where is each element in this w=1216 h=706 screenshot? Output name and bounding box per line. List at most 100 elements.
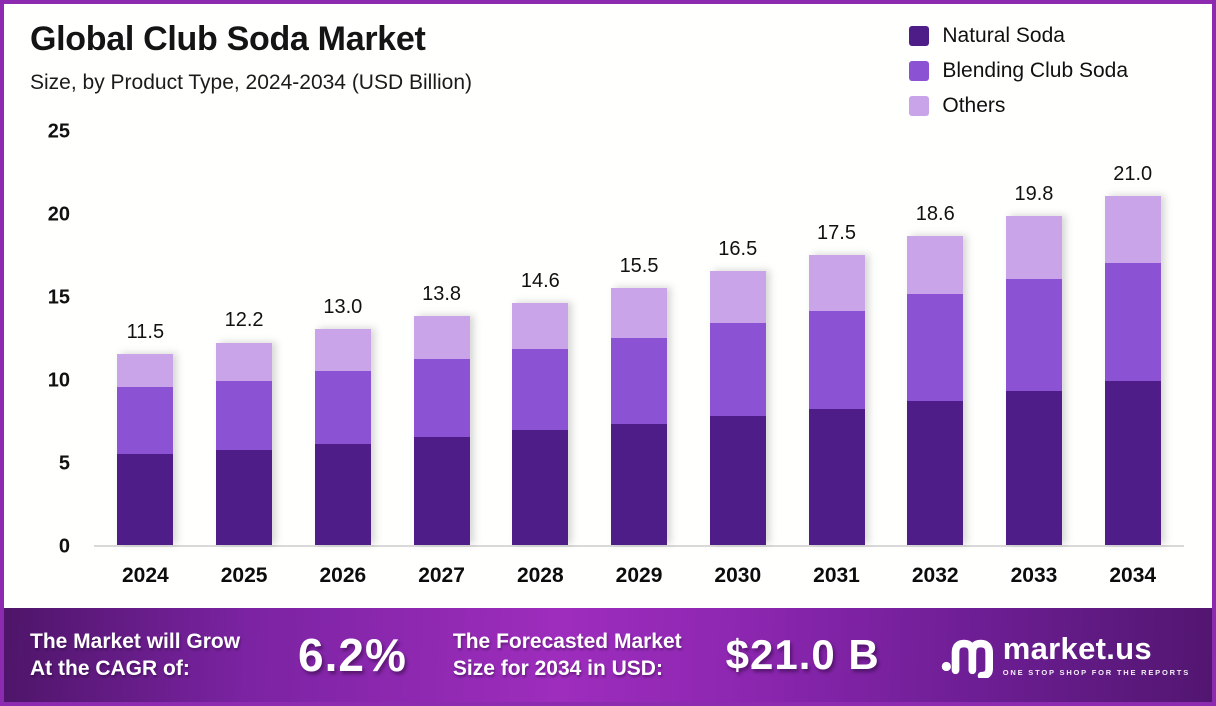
bar-column-2028: 14.6 [491, 132, 590, 545]
x-tick-label: 2033 [1010, 564, 1058, 587]
logo-text: market.us [1002, 631, 1152, 666]
bar-segment-blending-club-soda [216, 380, 273, 451]
cagr-label: The Market will Grow At the CAGR of: [30, 628, 240, 683]
forecast-label: The Forecasted Market Size for 2034 in U… [453, 628, 682, 683]
bar-total-label: 13.0 [323, 296, 363, 319]
marketus-logo-icon [941, 639, 993, 678]
bar-total-label: 13.8 [422, 282, 462, 305]
stacked-bar-chart: 25 20 15 10 5 0 11.5 12.2 13.0 13.8 14.6 15.5 16.5 1… [16, 118, 1196, 608]
bar-column-2032: 18.6 [886, 132, 985, 545]
bar-total-label: 15.5 [619, 254, 659, 277]
bar-segment-blending-club-soda [907, 294, 964, 401]
y-tick-label: 10 [47, 369, 70, 392]
marketus-logo: market.us ONE STOP SHOP FOR THE REPORTS [941, 632, 1190, 678]
bar-total-label: 21.0 [1113, 163, 1153, 186]
bar-total-label: 19.8 [1014, 183, 1054, 206]
x-axis: 2024 2025 2026 2027 2028 2029 2030 2031 2032 2033… [94, 564, 1184, 588]
page-subtitle: Size, by Product Type, 2024-2034 (USD Bi… [30, 71, 473, 94]
legend-label: Blending Club Soda [942, 59, 1128, 82]
bar-segment-blending-club-soda [117, 387, 174, 454]
bar-segment-natural-soda [611, 423, 668, 545]
bar-segment-blending-club-soda [512, 349, 569, 431]
bar-segment-others [709, 271, 766, 323]
bar-segment-others [117, 354, 174, 388]
stacked-bar [117, 354, 174, 545]
bar-segment-others [1104, 196, 1161, 263]
bar-segment-blending-club-soda [1005, 279, 1062, 391]
y-tick-label: 25 [47, 120, 70, 143]
plot-area: 11.5 12.2 13.0 13.8 14.6 15.5 16.5 17.5 18.6 19.8… [94, 132, 1184, 547]
bar-segment-natural-soda [512, 430, 569, 545]
bar-segment-others [907, 236, 964, 295]
footer-banner: The Market will Grow At the CAGR of: 6.2… [4, 608, 1212, 702]
bar-segment-natural-soda [314, 443, 371, 545]
bar-total-label: 12.2 [224, 309, 264, 332]
page-title: Global Club Soda Market [30, 20, 426, 58]
header: Global Club Soda Market Size, by Product… [4, 4, 1212, 118]
bar-segment-natural-soda [1104, 380, 1161, 545]
bar-segment-others [1005, 216, 1062, 280]
stacked-bar [1104, 196, 1161, 545]
y-tick-label: 5 [58, 452, 70, 475]
legend-label: Natural Soda [942, 24, 1065, 47]
bar-total-label: 18.6 [915, 203, 955, 226]
legend-item-natural-soda: Natural Soda [909, 24, 1128, 48]
stacked-bar [907, 236, 964, 545]
bar-segment-natural-soda [413, 437, 470, 545]
bar-total-label: 17.5 [817, 221, 856, 244]
stacked-bar [314, 329, 371, 545]
bar-segment-natural-soda [709, 415, 766, 545]
bar-segment-natural-soda [808, 408, 865, 545]
bar-segment-others [512, 302, 569, 350]
stacked-bar [1005, 216, 1062, 545]
bar-column-2031: 17.5 [787, 132, 886, 545]
stacked-bar [709, 271, 766, 545]
y-tick-label: 0 [58, 535, 70, 558]
legend-swatch-icon [909, 96, 930, 116]
legend-label: Others [942, 94, 1006, 117]
x-tick-label: 2029 [615, 564, 663, 587]
bar-segment-natural-soda [907, 400, 964, 545]
bar-column-2024: 11.5 [96, 132, 195, 545]
bar-segment-blending-club-soda [709, 322, 766, 416]
y-tick-label: 20 [47, 203, 70, 226]
x-tick-label: 2027 [418, 564, 465, 587]
bar-segment-others [216, 342, 273, 381]
legend-swatch-icon [909, 26, 930, 46]
bar-column-2030: 16.5 [688, 132, 787, 545]
bar-segment-others [314, 329, 371, 371]
x-tick-label: 2030 [714, 564, 762, 587]
forecast-label-line2: Size for 2034 in USD: [452, 657, 663, 680]
bar-segment-blending-club-soda [1104, 262, 1161, 381]
bar-segment-blending-club-soda [314, 370, 371, 444]
bar-segment-blending-club-soda [808, 310, 865, 409]
bar-column-2034: 21.0 [1083, 132, 1182, 545]
bar-column-2026: 13.0 [293, 132, 392, 545]
bar-segment-blending-club-soda [611, 337, 668, 424]
title-block: Global Club Soda Market Size, by Product… [30, 20, 472, 118]
x-tick-label: 2026 [319, 564, 367, 587]
bar-column-2025: 12.2 [195, 132, 294, 545]
x-tick-label: 2034 [1109, 564, 1157, 587]
stacked-bar [216, 342, 273, 545]
chart-legend: Natural Soda Blending Club Soda Others [909, 20, 1184, 118]
legend-item-others: Others [909, 94, 1128, 118]
cagr-label-line1: The Market will Grow [30, 629, 241, 653]
cagr-label-line2: At the CAGR of: [30, 657, 190, 680]
bar-segment-natural-soda [117, 453, 174, 545]
bar-segment-natural-soda [1005, 390, 1062, 545]
stacked-bar [808, 254, 865, 545]
legend-item-blending-club-soda: Blending Club Soda [909, 59, 1128, 83]
y-axis: 25 20 15 10 5 0 [16, 121, 78, 558]
stacked-bar [611, 287, 668, 545]
x-tick-label: 2024 [122, 564, 169, 587]
bar-segment-others [611, 287, 668, 338]
forecast-label-line1: The Forecasted Market [452, 629, 682, 653]
bar-column-2027: 13.8 [392, 132, 491, 545]
x-tick-label: 2031 [813, 564, 860, 587]
legend-swatch-icon [909, 61, 930, 81]
bar-segment-blending-club-soda [413, 359, 470, 438]
bar-column-2029: 15.5 [590, 132, 689, 545]
bar-total-label: 11.5 [126, 321, 165, 344]
